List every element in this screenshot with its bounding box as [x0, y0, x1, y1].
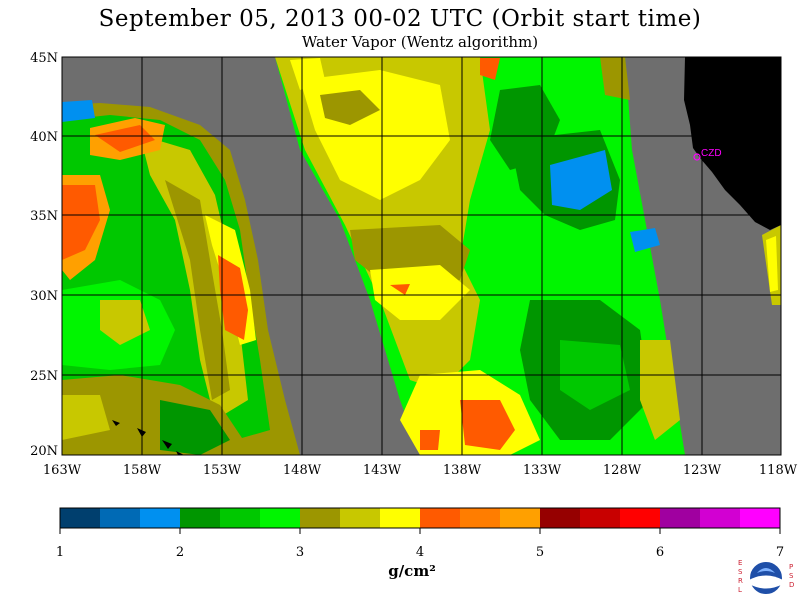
colorbar-swatch	[420, 508, 460, 528]
colorbar-tick-label: 7	[776, 545, 784, 560]
lon-label: 138W	[443, 463, 482, 478]
colorbar-swatch	[100, 508, 140, 528]
colorbar-swatch	[140, 508, 180, 528]
colorbar-swatch	[740, 508, 780, 528]
left-swath	[62, 100, 300, 455]
lon-label: 143W	[363, 463, 402, 478]
colorbar-swatch	[180, 508, 220, 528]
colorbar-tick-label: 4	[416, 545, 424, 560]
lat-label: 40N	[30, 130, 58, 145]
svg-text:D: D	[789, 581, 794, 589]
lat-label: 20N	[30, 444, 58, 459]
colorbar-swatch	[60, 508, 100, 528]
colorbar-tick-label: 5	[536, 545, 544, 560]
station-marker: CZD	[693, 148, 722, 161]
colorbar-swatch	[260, 508, 300, 528]
noaa-logo: E S R L P S D	[738, 559, 794, 596]
colorbar-swatch	[460, 508, 500, 528]
colorbar-swatch	[700, 508, 740, 528]
logo-right-letters: P	[789, 563, 793, 571]
colorbar	[59, 507, 781, 534]
lon-label: 118W	[759, 463, 798, 478]
svg-text:S: S	[738, 568, 743, 576]
lon-label: 133W	[523, 463, 562, 478]
land-mass	[684, 57, 781, 230]
colorbar-swatch	[220, 508, 260, 528]
colorbar-swatch	[660, 508, 700, 528]
lat-label: 45N	[30, 51, 58, 66]
colorbar-tick-label: 3	[296, 545, 304, 560]
colorbar-swatch	[340, 508, 380, 528]
svg-text:S: S	[789, 572, 794, 580]
colorbar-swatch	[540, 508, 580, 528]
chart-title: September 05, 2013 00-02 UTC (Orbit star…	[98, 6, 702, 32]
svg-text:R: R	[738, 577, 743, 585]
lat-label: 25N	[30, 369, 58, 384]
lon-label: 128W	[603, 463, 642, 478]
colorbar-tick-label: 2	[176, 545, 184, 560]
grid-lines	[62, 57, 781, 455]
colorbar-swatch	[580, 508, 620, 528]
middle-swath	[275, 57, 685, 455]
colorbar-swatch	[500, 508, 540, 528]
colorbar-swatch	[620, 508, 660, 528]
colorbar-units: g/cm²	[388, 562, 436, 580]
lon-label: 163W	[43, 463, 82, 478]
svg-text:L: L	[738, 586, 742, 594]
lon-label: 148W	[283, 463, 322, 478]
colorbar-swatch	[380, 508, 420, 528]
chart-subtitle: Water Vapor (Wentz algorithm)	[301, 33, 539, 51]
right-swath	[762, 225, 781, 305]
lon-label: 153W	[203, 463, 242, 478]
station-label: CZD	[701, 148, 722, 159]
colorbar-tick-label: 6	[656, 545, 664, 560]
map-frame	[61, 56, 782, 456]
lat-label: 35N	[30, 209, 58, 224]
lon-label: 123W	[683, 463, 722, 478]
colorbar-swatch	[300, 508, 340, 528]
logo-left-letters: E	[738, 559, 742, 567]
lat-label: 30N	[30, 289, 58, 304]
lon-label: 158W	[123, 463, 162, 478]
colorbar-tick-label: 1	[56, 545, 64, 560]
